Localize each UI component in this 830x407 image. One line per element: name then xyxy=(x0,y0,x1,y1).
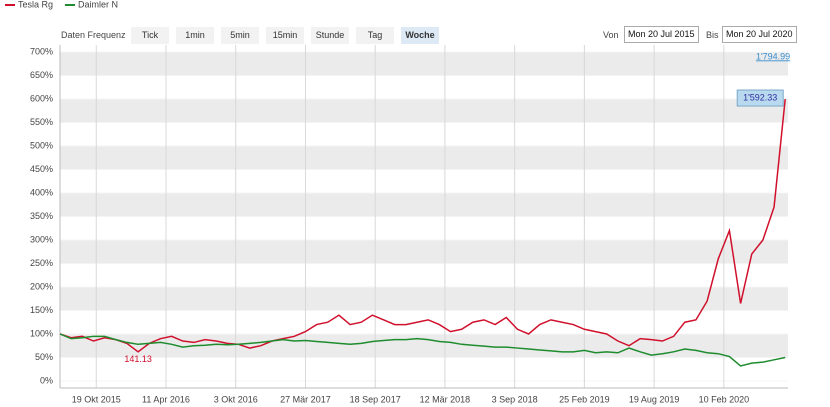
x-tick-label: 19 Okt 2015 xyxy=(72,394,121,404)
x-tick-label: 27 Mär 2017 xyxy=(280,394,331,404)
to-label: Bis xyxy=(706,30,719,40)
x-tick-label: 3 Sep 2018 xyxy=(492,394,538,404)
frequency-button[interactable]: Tick xyxy=(131,27,169,44)
y-tick-label: 700% xyxy=(30,46,53,56)
min-annotation: 141.13 xyxy=(124,354,152,364)
y-tick-label: 650% xyxy=(30,70,53,80)
legend-label: Tesla Rg xyxy=(18,0,53,9)
x-tick-label: 25 Feb 2019 xyxy=(559,394,610,404)
y-tick-label: 500% xyxy=(30,140,53,150)
toolbar-label: Daten Frequenz xyxy=(61,30,126,40)
x-tick-label: 3 Okt 2016 xyxy=(214,394,258,404)
frequency-button[interactable]: Stunde xyxy=(311,27,349,44)
y-tick-label: 100% xyxy=(30,328,53,338)
grid-band xyxy=(60,286,788,311)
grid-band xyxy=(60,99,788,123)
frequency-button[interactable]: 15min xyxy=(266,27,304,44)
y-tick-label: 450% xyxy=(30,164,53,174)
x-tick-label: 11 Apr 2016 xyxy=(142,394,190,404)
max-annotation: 1'794.99 xyxy=(756,51,790,61)
y-tick-label: 550% xyxy=(30,117,53,127)
frequency-button[interactable]: Tag xyxy=(356,27,394,44)
y-tick-label: 400% xyxy=(30,187,53,197)
y-tick-label: 300% xyxy=(30,234,53,244)
to-date[interactable]: Mon 20 Jul 2020 xyxy=(722,26,797,43)
last-value-label: 1'592.33 xyxy=(743,92,777,102)
frequency-button[interactable]: 1min xyxy=(176,27,214,44)
legend-label: Daimler N xyxy=(78,0,118,9)
frequency-button[interactable]: Woche xyxy=(401,27,439,44)
grid-band xyxy=(60,52,788,76)
x-tick-label: 12 Mär 2018 xyxy=(420,394,471,404)
from-label: Von xyxy=(603,30,619,40)
y-tick-label: 200% xyxy=(30,281,53,291)
y-tick-label: 50% xyxy=(35,352,53,362)
frequency-button[interactable]: 5min xyxy=(221,27,259,44)
from-date[interactable]: Mon 20 Jul 2015 xyxy=(624,26,699,43)
series-line xyxy=(59,98,786,353)
last-value-box xyxy=(736,89,784,107)
grid-band xyxy=(60,146,788,170)
y-tick-label: 0% xyxy=(40,375,53,385)
series-line xyxy=(59,333,786,367)
y-tick-label: 250% xyxy=(30,258,53,268)
x-tick-label: 19 Aug 2019 xyxy=(629,394,680,404)
grid-band xyxy=(60,239,788,264)
x-tick-label: 18 Sep 2017 xyxy=(350,394,401,404)
y-tick-label: 600% xyxy=(30,93,53,103)
x-tick-label: 10 Feb 2020 xyxy=(699,394,750,404)
y-tick-label: 150% xyxy=(30,305,53,315)
grid-band xyxy=(60,193,788,217)
y-tick-label: 350% xyxy=(30,211,53,221)
